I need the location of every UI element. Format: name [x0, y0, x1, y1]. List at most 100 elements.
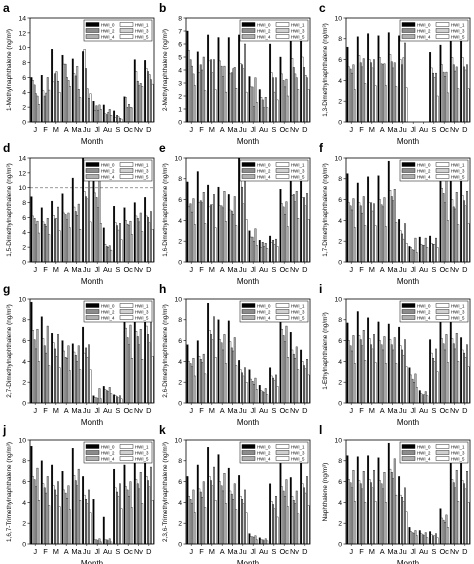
bar: [368, 59, 371, 123]
bar: [74, 354, 77, 404]
bar: [126, 223, 129, 263]
bar: [429, 235, 432, 263]
legend-swatch: [275, 309, 290, 314]
legend-label: HWI_5: [451, 456, 465, 461]
bar: [224, 503, 227, 545]
legend-swatch: [275, 162, 290, 167]
y-tick-label: 0: [178, 259, 182, 266]
bar: [65, 77, 68, 123]
bar: [145, 476, 148, 545]
bar: [461, 480, 464, 545]
bar: [138, 221, 141, 263]
bar: [383, 197, 386, 263]
bar: [113, 206, 116, 263]
legend-label: HWI_4: [417, 315, 431, 320]
y-tick-label: 2: [338, 521, 342, 528]
legend-swatch: [119, 28, 134, 33]
legend-swatch: [85, 34, 100, 39]
bar: [113, 394, 116, 404]
bar: [380, 344, 383, 404]
x-tick-label: Oc: [279, 406, 289, 415]
bar: [217, 37, 220, 123]
bar: [393, 458, 396, 545]
bar: [229, 73, 232, 123]
x-tick-label: S: [431, 547, 436, 556]
bar: [286, 506, 289, 545]
legend-swatch: [401, 309, 416, 314]
bar: [196, 51, 199, 123]
y-tick-label: 10: [18, 45, 26, 52]
bar: [116, 396, 119, 404]
bar: [241, 64, 244, 123]
x-tick-label: Jl: [410, 125, 416, 134]
bar: [443, 76, 446, 123]
bar: [107, 246, 110, 263]
bar: [461, 349, 464, 404]
bar: [370, 344, 373, 404]
x-tick-label: Jl: [250, 265, 256, 274]
y-tick-label: 3: [178, 80, 182, 87]
bar: [133, 59, 136, 123]
legend-swatch: [401, 303, 416, 308]
x-axis-label: Month: [237, 559, 259, 564]
x-tick-label: J: [33, 265, 37, 274]
bar: [349, 205, 352, 263]
bar: [356, 456, 359, 545]
legend-swatch: [275, 22, 290, 27]
bar: [371, 487, 374, 545]
bar: [258, 385, 261, 404]
bar: [449, 455, 452, 545]
bar: [102, 227, 105, 263]
bar: [73, 475, 76, 545]
bar: [283, 495, 286, 545]
bar: [424, 237, 427, 263]
bar: [138, 488, 141, 545]
bar: [295, 191, 298, 263]
bar: [151, 500, 154, 545]
bar: [125, 97, 127, 123]
bar: [359, 483, 362, 545]
bar: [270, 242, 273, 263]
legend-swatch: [435, 315, 450, 320]
bar: [373, 59, 375, 123]
bar: [213, 59, 215, 123]
bar: [150, 79, 152, 123]
bar: [196, 340, 199, 404]
legend-swatch: [435, 174, 450, 179]
bar: [79, 369, 82, 404]
bar: [94, 539, 96, 545]
bar: [61, 340, 64, 404]
panel-letter: d: [3, 141, 10, 155]
bar: [211, 339, 214, 404]
bar: [71, 58, 74, 123]
y-tick-label: 4: [338, 500, 342, 507]
legend-swatch: [85, 456, 100, 461]
bar: [37, 103, 40, 123]
bar: [125, 327, 127, 404]
bar: [32, 215, 34, 263]
bar: [230, 72, 233, 123]
bar: [395, 494, 398, 545]
bar: [130, 234, 133, 263]
bar: [286, 95, 289, 123]
x-tick-label: Ma: [71, 547, 82, 556]
legend-label: HWI_3: [135, 28, 149, 33]
bar: [261, 391, 264, 404]
y-axis-label: 2,7-Dimethylnaphthalene (ng/m³): [6, 304, 13, 397]
legend-swatch: [401, 456, 416, 461]
legend-label: HWI_2: [101, 28, 115, 33]
bar: [42, 90, 45, 123]
bar: [238, 34, 241, 123]
x-tick-label: S: [431, 265, 436, 274]
bar: [263, 107, 266, 123]
bar: [401, 497, 404, 545]
bar: [211, 485, 214, 545]
y-tick-label: 10: [334, 15, 342, 22]
bar: [353, 227, 356, 263]
bar: [37, 232, 40, 263]
bar: [123, 207, 126, 263]
bar: [71, 448, 74, 545]
bar: [264, 97, 267, 123]
legend-swatch: [85, 174, 100, 179]
bar: [77, 203, 80, 263]
